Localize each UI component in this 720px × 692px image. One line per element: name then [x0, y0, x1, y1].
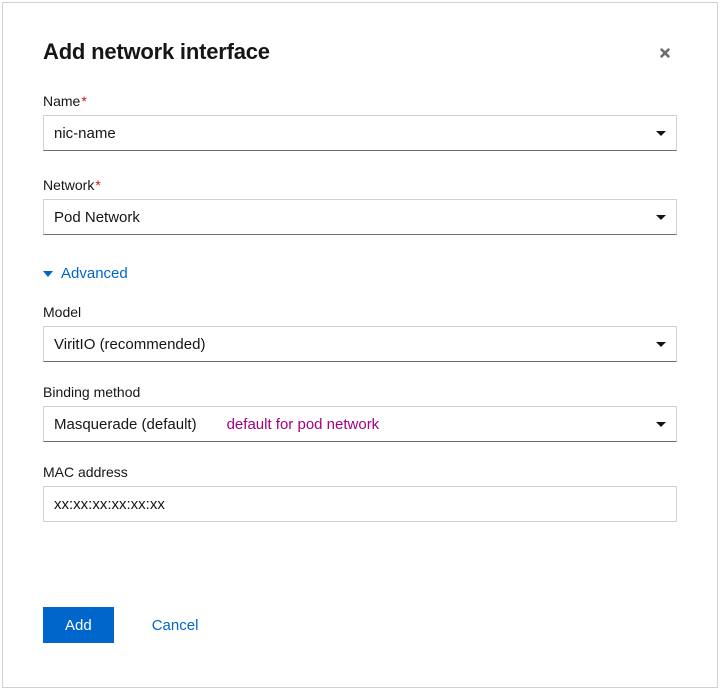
binding-select[interactable]: Masquerade (default) default for pod net…: [43, 406, 677, 442]
model-select[interactable]: ViritIO (recommended): [43, 326, 677, 362]
model-field: Model ViritIO (recommended): [43, 304, 677, 362]
label-text: Network: [43, 177, 94, 193]
add-button[interactable]: Add: [43, 607, 114, 643]
name-select[interactable]: nic-name: [43, 115, 677, 151]
caret-down-icon: [656, 215, 666, 220]
mac-label: MAC address: [43, 464, 677, 480]
required-marker: *: [95, 177, 100, 193]
dialog-actions: Add Cancel: [43, 607, 198, 643]
mac-input[interactable]: [43, 486, 677, 522]
network-value: Pod Network: [54, 209, 140, 226]
binding-label: Binding method: [43, 384, 677, 400]
model-value: ViritIO (recommended): [54, 336, 205, 353]
advanced-label: Advanced: [61, 265, 128, 282]
caret-down-icon: [656, 422, 666, 427]
chevron-down-icon: [43, 271, 53, 277]
name-field: Name* nic-name: [43, 93, 677, 151]
model-label: Model: [43, 304, 677, 320]
label-text: Name: [43, 93, 80, 109]
binding-field: Binding method Masquerade (default) defa…: [43, 384, 677, 442]
cancel-button[interactable]: Cancel: [152, 617, 199, 634]
name-value: nic-name: [54, 125, 116, 142]
network-select[interactable]: Pod Network: [43, 199, 677, 235]
mac-field: MAC address: [43, 464, 677, 522]
caret-down-icon: [656, 342, 666, 347]
advanced-toggle[interactable]: Advanced: [43, 265, 128, 282]
dialog-header: Add network interface: [43, 35, 677, 93]
close-icon: [658, 46, 672, 60]
required-marker: *: [81, 93, 86, 109]
dialog-title: Add network interface: [43, 39, 270, 65]
name-label: Name*: [43, 93, 677, 109]
binding-hint: default for pod network: [227, 416, 380, 433]
network-field: Network* Pod Network: [43, 177, 677, 235]
binding-value: Masquerade (default): [54, 416, 197, 433]
close-button[interactable]: [653, 41, 677, 65]
caret-down-icon: [656, 131, 666, 136]
add-nic-dialog: Add network interface Name* nic-name Net…: [2, 2, 718, 688]
network-label: Network*: [43, 177, 677, 193]
